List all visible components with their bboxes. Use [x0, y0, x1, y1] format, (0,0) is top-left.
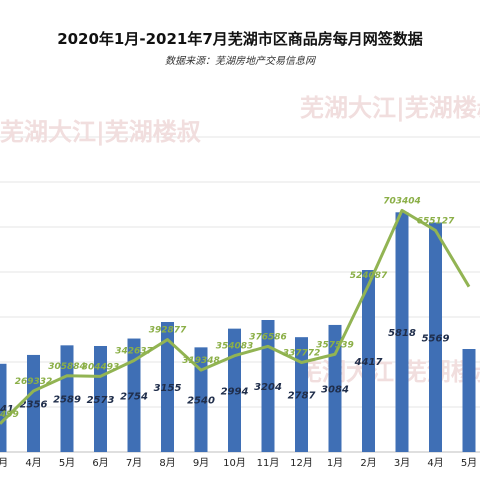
bar-label: 2994: [221, 386, 249, 397]
line-label: 337772: [283, 348, 321, 358]
bar-label: 2540: [187, 396, 215, 407]
line-label: 524087: [350, 271, 388, 281]
line-label: 304493: [82, 362, 120, 372]
line-label: 357539: [316, 340, 354, 350]
watermark: 芜湖大江|芜湖楼叔: [298, 358, 480, 386]
bar: [127, 338, 141, 452]
x-tick-label: 5月: [461, 457, 477, 469]
bar-label: 5818: [388, 328, 416, 339]
bar: [295, 337, 308, 452]
bar: [228, 328, 241, 452]
x-tick-label: 5月: [59, 457, 75, 469]
bar: [161, 322, 174, 452]
x-tick-label: 6月: [92, 457, 108, 469]
chart-title: 2020年1月-2021年7月芜湖市区商品房每月网签数据: [57, 30, 423, 48]
x-tick-label: 10月: [223, 457, 246, 469]
bar-label: 2754: [120, 391, 148, 402]
chart-subtitle: 数据来源：芜湖房地产交易信息网: [165, 56, 315, 67]
bar: [60, 345, 74, 452]
x-tick-label: 11月: [257, 457, 280, 469]
x-tick-label: 12月: [290, 457, 313, 469]
bar: [328, 324, 342, 452]
bar-label: 5569: [422, 333, 450, 344]
bar: [429, 222, 442, 452]
x-tick-label: 3月: [0, 457, 8, 469]
x-tick-label: 1月: [327, 457, 343, 469]
x-tick-label: 7月: [126, 457, 142, 469]
line-label: 703404: [383, 196, 421, 206]
line-label: 655127: [417, 216, 455, 226]
bar-label: 2787: [288, 391, 316, 402]
x-tick-label: 9月: [193, 457, 209, 469]
bar: [395, 212, 409, 452]
bar-label: 2589: [53, 395, 81, 406]
line-label: 305884: [48, 362, 86, 372]
bar: [27, 354, 40, 452]
bar-label: 3155: [154, 383, 182, 394]
line-label: 392877: [149, 326, 187, 336]
line-label: 319348: [182, 356, 220, 366]
x-tick-label: 4月: [25, 457, 41, 469]
x-tick-label: 2月: [360, 457, 376, 469]
bar: [462, 349, 476, 452]
x-tick-label: 3月: [394, 457, 410, 469]
line-label: 190499: [0, 410, 19, 420]
bar-label: 3204: [254, 382, 282, 393]
bar: [362, 270, 375, 452]
bar: [261, 319, 275, 452]
line-label: 376586: [249, 332, 287, 342]
line-label: 269332: [15, 377, 53, 387]
x-tick-label: 4月: [427, 457, 443, 469]
line-label: 354083: [216, 342, 254, 352]
bar: [0, 363, 7, 452]
series-line: [0, 208, 471, 425]
bar-label: 2356: [20, 399, 48, 410]
bar-label: 2573: [87, 395, 115, 406]
line-label: 342637: [115, 346, 153, 356]
bar-label: 4417: [354, 357, 383, 368]
bar-label: 2141: [0, 404, 14, 415]
bar: [194, 347, 208, 452]
bar: [94, 345, 107, 452]
watermark: 芜湖大江|芜湖楼叔: [0, 118, 202, 146]
watermark: 芜湖大江|芜湖楼叔: [300, 94, 480, 122]
x-tick-label: 8月: [159, 457, 175, 469]
bar-label: 3084: [321, 384, 349, 395]
